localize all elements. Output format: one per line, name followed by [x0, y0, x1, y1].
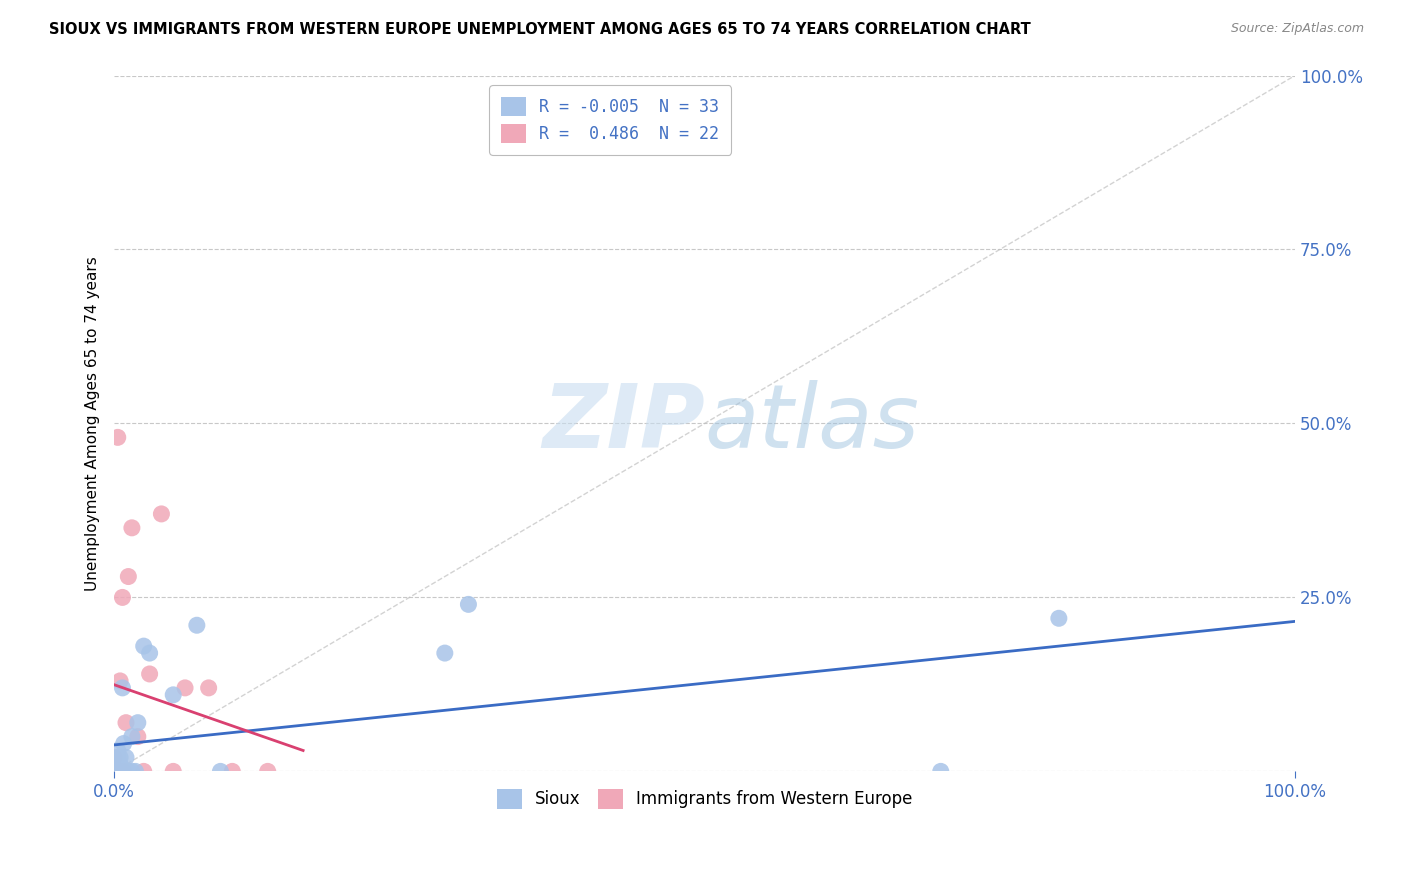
- Point: [108, 764, 131, 779]
- Point: [105, 764, 128, 779]
- Point: [162, 688, 184, 702]
- Point: [110, 764, 132, 779]
- Text: atlas: atlas: [704, 381, 920, 467]
- Legend: Sioux, Immigrants from Western Europe: Sioux, Immigrants from Western Europe: [491, 782, 920, 815]
- Point: [174, 681, 197, 695]
- Point: [105, 757, 128, 772]
- Point: [132, 764, 155, 779]
- Point: [108, 764, 131, 779]
- Point: [127, 715, 149, 730]
- Point: [114, 764, 136, 779]
- Point: [186, 618, 208, 632]
- Point: [104, 764, 127, 779]
- Point: [107, 743, 129, 757]
- Point: [112, 764, 135, 779]
- Point: [107, 764, 129, 779]
- Point: [117, 764, 139, 779]
- Point: [132, 639, 155, 653]
- Point: [124, 764, 146, 779]
- Point: [103, 757, 125, 772]
- Point: [108, 750, 131, 764]
- Point: [256, 764, 278, 779]
- Point: [138, 667, 160, 681]
- Point: [221, 764, 243, 779]
- Text: Source: ZipAtlas.com: Source: ZipAtlas.com: [1230, 22, 1364, 36]
- Y-axis label: Unemployment Among Ages 65 to 74 years: Unemployment Among Ages 65 to 74 years: [86, 256, 100, 591]
- Point: [197, 681, 219, 695]
- Point: [138, 646, 160, 660]
- Point: [110, 764, 132, 779]
- Point: [1047, 611, 1070, 625]
- Point: [929, 764, 952, 779]
- Point: [103, 750, 125, 764]
- Point: [117, 569, 139, 583]
- Point: [108, 764, 131, 779]
- Text: SIOUX VS IMMIGRANTS FROM WESTERN EUROPE UNEMPLOYMENT AMONG AGES 65 TO 74 YEARS C: SIOUX VS IMMIGRANTS FROM WESTERN EUROPE …: [49, 22, 1031, 37]
- Point: [150, 507, 173, 521]
- Point: [162, 764, 184, 779]
- Point: [112, 737, 135, 751]
- Point: [105, 764, 128, 779]
- Point: [108, 673, 131, 688]
- Point: [104, 764, 127, 779]
- Point: [209, 764, 232, 779]
- Point: [433, 646, 456, 660]
- Point: [107, 750, 129, 764]
- Text: ZIP: ZIP: [541, 380, 704, 467]
- Point: [115, 764, 138, 779]
- Point: [127, 730, 149, 744]
- Point: [111, 591, 134, 605]
- Point: [457, 598, 479, 612]
- Point: [107, 430, 129, 444]
- Point: [115, 715, 138, 730]
- Point: [115, 750, 138, 764]
- Point: [103, 764, 125, 779]
- Point: [108, 757, 131, 772]
- Point: [111, 681, 134, 695]
- Point: [121, 730, 143, 744]
- Point: [121, 764, 143, 779]
- Point: [104, 764, 127, 779]
- Point: [103, 764, 125, 779]
- Point: [121, 521, 143, 535]
